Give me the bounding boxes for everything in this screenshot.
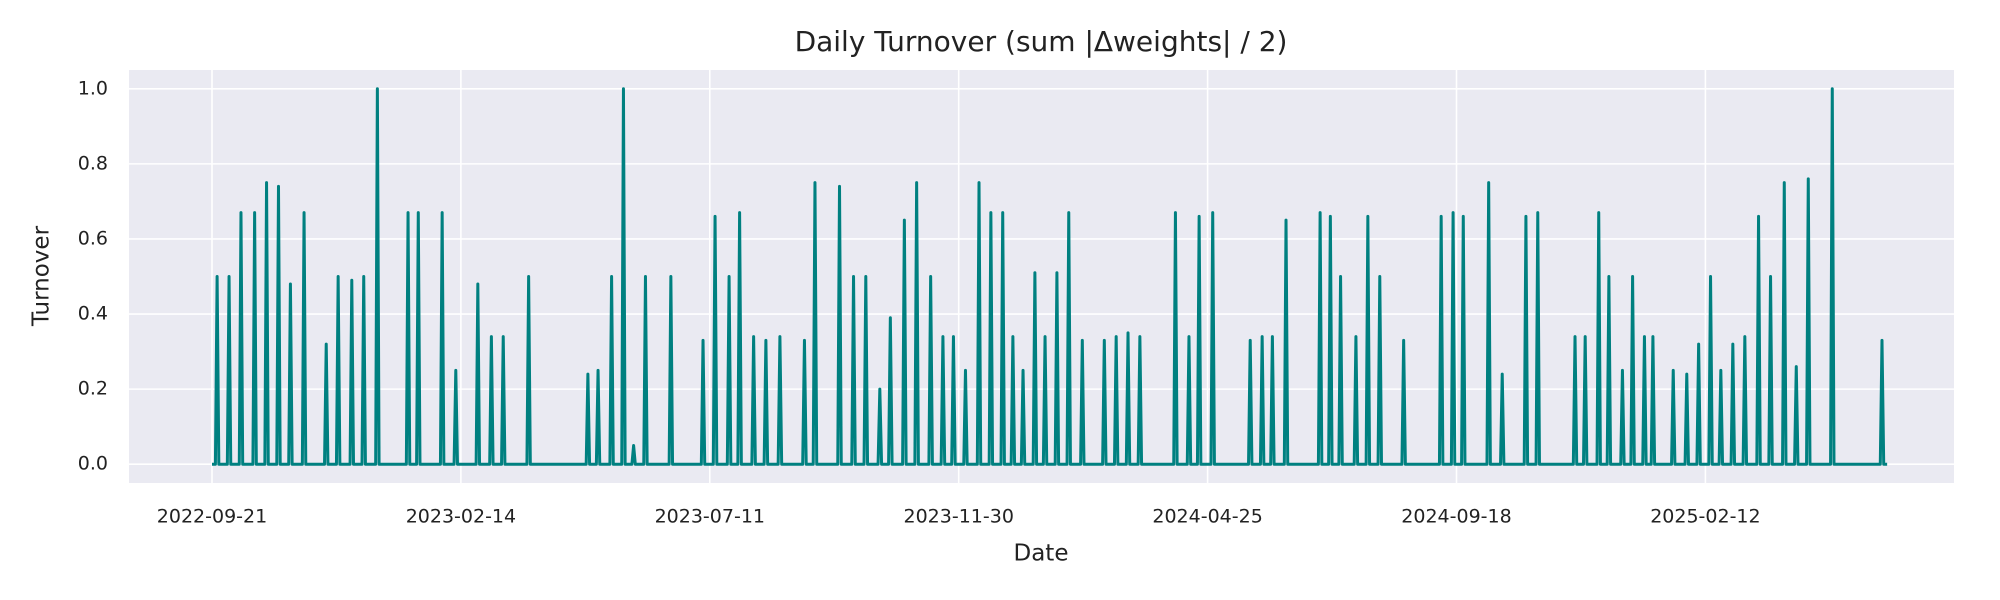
chart-title: Daily Turnover (sum |Δweights| / 2) [795, 25, 1288, 58]
y-tick-label: 1.0 [78, 77, 108, 99]
y-axis-label: Turnover [29, 225, 55, 327]
x-tick-label: 2023-11-30 [903, 506, 1013, 528]
line [212, 87, 1888, 466]
y-tick-label: 0.6 [78, 227, 108, 249]
y-tick-label: 0.4 [78, 303, 108, 325]
x-tick-label: 2025-02-12 [1650, 506, 1760, 528]
y-tick-label: 0.8 [78, 152, 108, 174]
x-tick-label: 2024-09-18 [1401, 506, 1511, 528]
x-tick-label: 2023-02-14 [406, 506, 516, 528]
grid [129, 70, 1954, 483]
x-axis-label: Date [1014, 541, 1069, 567]
plot-area [129, 70, 1954, 483]
y-tick-label: 0.2 [78, 378, 108, 400]
x-tick-label: 2023-07-11 [655, 506, 765, 528]
x-tick-label: 2022-09-21 [157, 506, 267, 528]
marks [212, 87, 1888, 466]
x-tick-label: 2024-04-25 [1152, 506, 1262, 528]
y-tick-label: 0.0 [78, 453, 108, 475]
